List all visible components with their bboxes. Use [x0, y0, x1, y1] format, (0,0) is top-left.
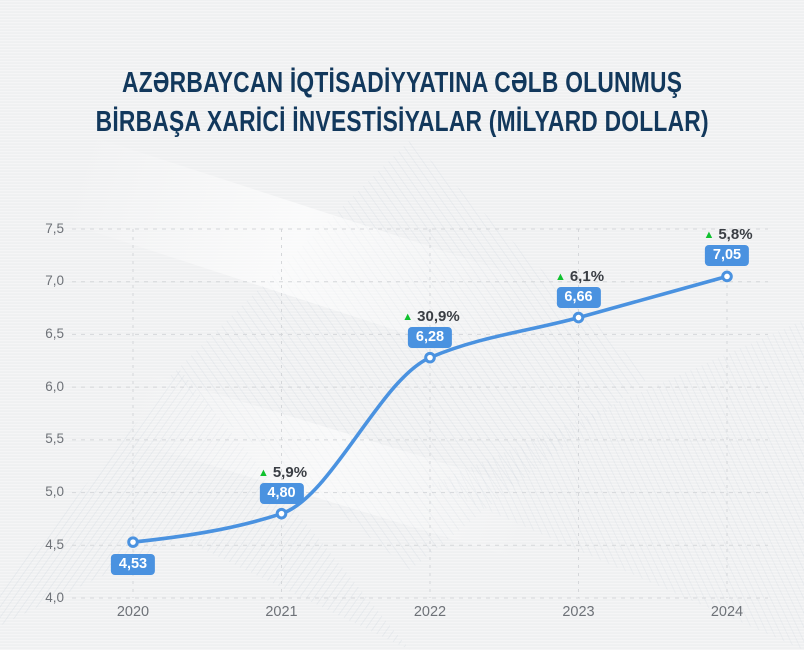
growth-label: ▲ 6,1% — [555, 268, 604, 286]
data-point-marker — [275, 507, 288, 520]
data-point-marker — [572, 311, 585, 324]
chart-title-line1: AZƏRBAYCAN İQTİSADİYYATINA CƏLB OLUNMUŞ — [121, 67, 683, 99]
y-axis-tick-label: 7,5 — [45, 220, 64, 236]
y-axis-tick-label: 7,0 — [45, 273, 64, 289]
chart-title-line2: BİRBAŞA XARİCİ İNVESTİSİYALAR (MİLYARD D… — [95, 106, 709, 138]
growth-up-icon: ▲ — [554, 270, 566, 283]
growth-percent-text: 6,1% — [569, 267, 605, 285]
chart-title: AZƏRBAYCAN İQTİSADİYYATINA CƏLB OLUNMUŞ … — [0, 66, 804, 144]
y-axis-tick-label: 5,5 — [45, 431, 64, 447]
growth-label: ▲ 5,9% — [258, 464, 307, 482]
y-axis-tick-label: 6,5 — [45, 325, 64, 341]
data-point-marker — [127, 536, 139, 548]
value-badge: 7,05 — [704, 245, 750, 267]
data-point-marker — [721, 270, 733, 283]
growth-percent-text: 5,9% — [272, 463, 308, 481]
data-point-marker — [424, 351, 436, 364]
growth-label: ▲ 30,9% — [402, 308, 459, 326]
x-axis-tick-label: 2024 — [710, 604, 744, 620]
value-badge: 6,28 — [407, 326, 453, 348]
x-axis-tick-label: 2023 — [562, 604, 595, 620]
growth-up-icon: ▲ — [257, 466, 269, 479]
y-axis-tick-label: 5,0 — [45, 484, 64, 500]
x-axis-tick-label: 2021 — [265, 604, 298, 620]
value-badge: 4,80 — [259, 482, 304, 504]
value-badge: 6,66 — [556, 286, 601, 308]
y-axis-tick-label: 4,5 — [45, 536, 64, 552]
growth-up-icon: ▲ — [402, 310, 414, 323]
value-badge: 4,53 — [110, 554, 156, 576]
growth-percent-text: 5,8% — [718, 226, 753, 244]
growth-up-icon: ▲ — [703, 229, 715, 242]
growth-percent-text: 30,9% — [417, 307, 460, 325]
y-axis-tick-label: 6,0 — [45, 378, 64, 394]
x-axis-tick-label: 2020 — [116, 604, 150, 620]
growth-label: ▲ 5,8% — [703, 226, 752, 244]
y-axis-tick-label: 4,0 — [45, 589, 64, 605]
x-axis-tick-label: 2022 — [413, 604, 447, 620]
